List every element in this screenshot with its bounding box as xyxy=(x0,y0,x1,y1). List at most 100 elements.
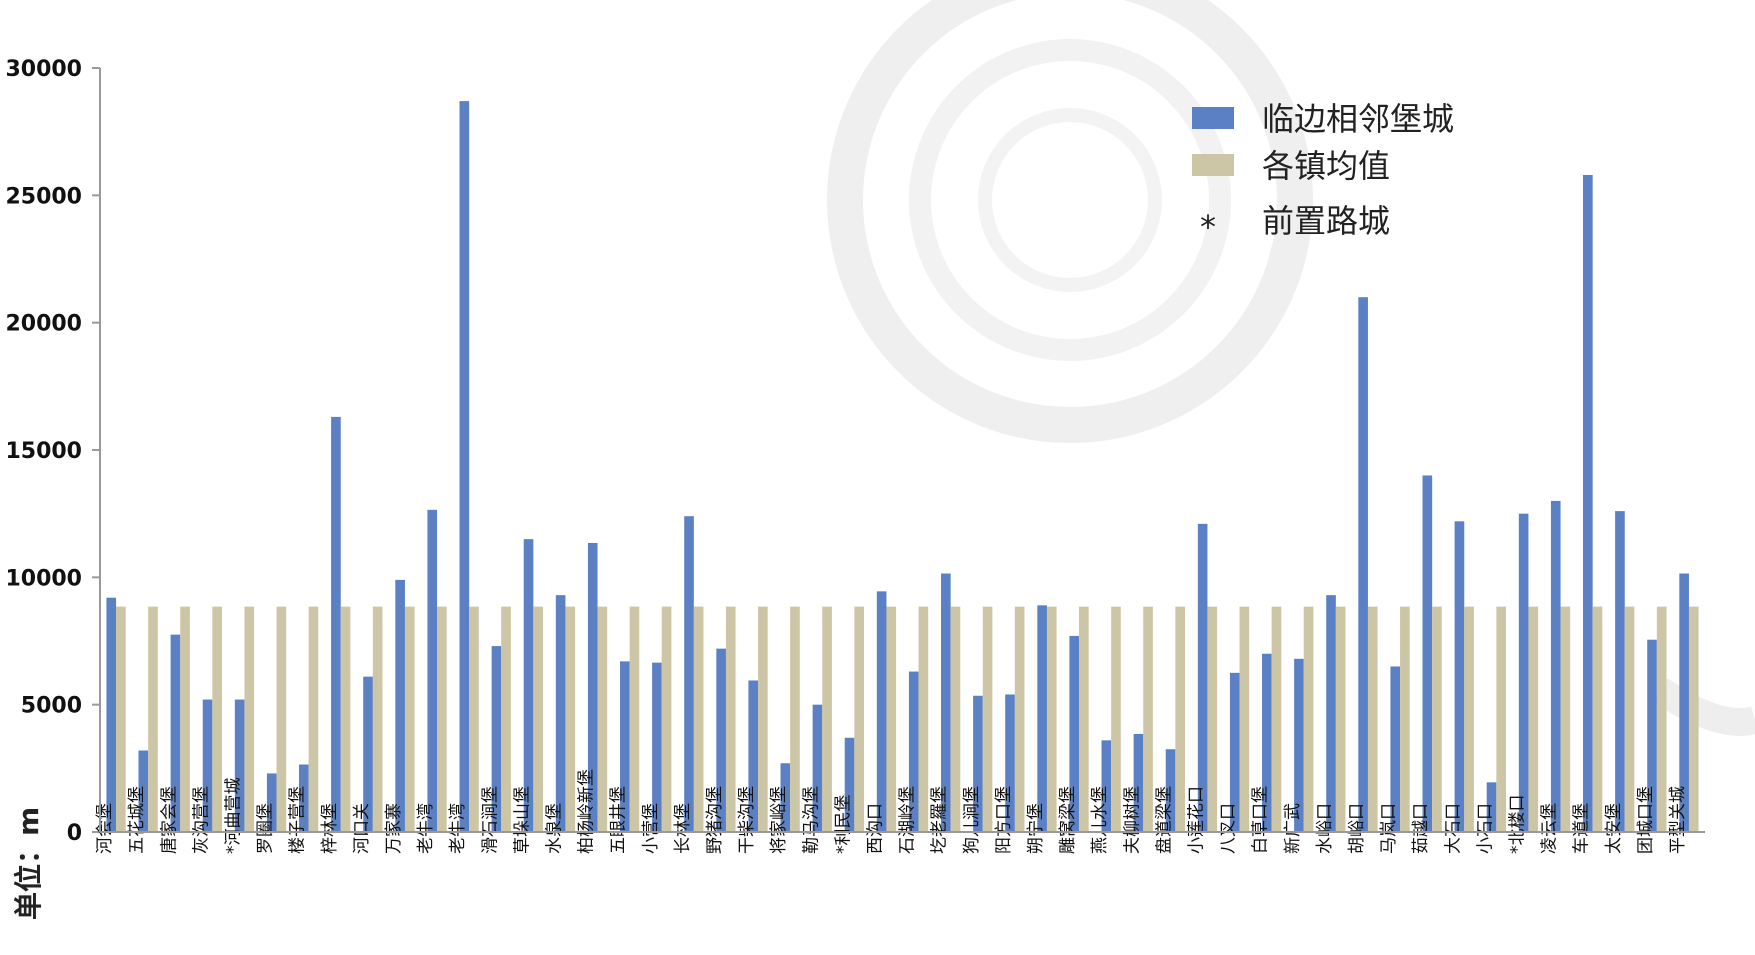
bar-town-average xyxy=(982,606,993,832)
bar-border-fence xyxy=(1133,733,1144,832)
bar-border-fence xyxy=(973,695,983,832)
bar-border-fence xyxy=(876,591,887,832)
bar-border-fence xyxy=(1647,639,1657,832)
bar-town-average xyxy=(276,606,287,832)
bar-border-fence xyxy=(620,661,630,832)
x-tick-label: *利民堡 xyxy=(833,795,853,855)
bar-border-fence xyxy=(363,676,373,832)
bar-town-average xyxy=(1560,606,1571,832)
x-tick-label: 将家峪堡 xyxy=(769,786,789,854)
x-tick-label: 阳方口堡 xyxy=(994,786,1014,854)
bar-town-average xyxy=(1592,606,1603,832)
bar-town-average xyxy=(629,606,640,832)
bar-border-fence xyxy=(812,704,823,832)
bar-town-average xyxy=(533,606,543,832)
x-tick-label: 唐家会堡 xyxy=(158,786,179,854)
bar-border-fence xyxy=(941,573,951,832)
x-tick-label: 五眼井堡 xyxy=(609,786,629,854)
x-tick-label: 干柴沟堡 xyxy=(737,786,757,854)
x-tick-label: 罗圈堡 xyxy=(256,803,276,854)
bar-border-fence xyxy=(1197,523,1208,832)
bar-town-average xyxy=(212,606,222,832)
bar-town-average xyxy=(661,606,672,832)
bar-town-average xyxy=(1014,606,1025,832)
x-tick-label: 西沟口 xyxy=(865,803,885,854)
bar-town-average xyxy=(1656,606,1667,832)
bar-border-fence xyxy=(1165,749,1176,832)
x-tick-label: *北楼口 xyxy=(1507,795,1527,855)
bar-town-average xyxy=(340,606,351,832)
bar-border-fence xyxy=(1326,595,1336,832)
x-tick-label: 燕儿水堡 xyxy=(1090,786,1110,854)
x-tick-label: 小莲花口 xyxy=(1186,786,1206,854)
bar-border-fence xyxy=(652,662,662,832)
bar-town-average xyxy=(1079,606,1089,832)
x-tick-label: 老牛湾 xyxy=(416,803,436,854)
x-tick-label: 河会堡 xyxy=(95,803,115,854)
x-tick-label: 灰沟营堡 xyxy=(191,786,211,854)
bar-town-average xyxy=(1432,606,1442,832)
bar-border-fence xyxy=(1262,653,1272,832)
bar-town-average xyxy=(1688,606,1699,832)
x-tick-label: 石湖岭堡 xyxy=(898,786,918,854)
x-tick-label: 平型关城 xyxy=(1668,786,1688,854)
bar-town-average xyxy=(1496,606,1506,832)
x-tick-label: 滑石涧堡 xyxy=(480,786,500,854)
x-tick-label: 朔宁堡 xyxy=(1026,803,1046,854)
x-tick-label: 茹越口 xyxy=(1411,803,1431,854)
bar-town-average xyxy=(822,606,832,832)
bar-border-fence xyxy=(1679,573,1689,832)
x-tick-label: *河曲营城 xyxy=(223,778,243,855)
x-tick-label: 夫柳树堡 xyxy=(1122,786,1142,854)
x-tick-label: 水峪口 xyxy=(1315,803,1335,854)
bar-town-average xyxy=(469,606,479,832)
bar-border-fence xyxy=(1518,513,1529,832)
bar-border-fence xyxy=(234,699,245,832)
legend-swatch-town-average xyxy=(1192,154,1234,176)
bar-border-fence xyxy=(587,542,598,832)
x-tick-label: 凌云堡 xyxy=(1540,803,1560,854)
x-tick-label: 勒马沟堡 xyxy=(801,786,821,854)
bar-town-average xyxy=(501,606,511,832)
bar-town-average xyxy=(1528,606,1539,832)
x-tick-label: 梓林堡 xyxy=(320,803,340,854)
bar-town-average xyxy=(790,606,800,832)
bar-border-fence xyxy=(331,416,341,832)
bar-border-fence xyxy=(1101,740,1112,832)
bar-border-fence xyxy=(1358,297,1368,832)
bar-town-average xyxy=(1271,606,1282,832)
bar-town-average xyxy=(308,606,319,832)
bar-town-average xyxy=(372,606,383,832)
x-tick-label: 小营堡 xyxy=(641,803,661,854)
bar-town-average xyxy=(1303,606,1314,832)
x-tick-label: 柏杨岭新堡 xyxy=(577,769,597,854)
x-tick-label: 野猪沟堡 xyxy=(705,786,725,854)
x-tick-label: 水泉堡 xyxy=(544,803,564,854)
x-tick-label: 河口关 xyxy=(352,803,372,854)
bar-town-average xyxy=(693,606,704,832)
bars xyxy=(106,101,1699,832)
y-tick-label: 30000 xyxy=(5,57,82,82)
x-tick-label: 万家寨 xyxy=(384,803,404,854)
y-tick-label: 10000 xyxy=(5,566,82,591)
bar-border-fence xyxy=(491,646,502,832)
bar-town-average xyxy=(1046,606,1057,832)
x-tick-label: 盘道梁堡 xyxy=(1154,786,1174,854)
bar-town-average xyxy=(1143,606,1153,832)
bar-town-average xyxy=(1111,606,1121,832)
x-tick-label: 马岚口 xyxy=(1379,803,1399,854)
y-axis-label: 单位：m xyxy=(12,807,45,920)
y-tick-label: 20000 xyxy=(5,312,82,337)
bar-town-average xyxy=(854,606,864,832)
bar-border-fence xyxy=(684,516,694,832)
x-tick-label: 太安堡 xyxy=(1604,803,1624,854)
bar-town-average xyxy=(565,606,576,832)
bar-border-fence xyxy=(523,539,534,832)
bar-border-fence xyxy=(1615,511,1625,832)
bar-town-average xyxy=(1400,606,1410,832)
x-tick-label: 楼子营堡 xyxy=(288,786,308,854)
x-tick-label: 车道堡 xyxy=(1572,803,1592,854)
bar-town-average xyxy=(1175,606,1185,832)
x-tick-label: 圪老羅堡 xyxy=(930,786,950,854)
